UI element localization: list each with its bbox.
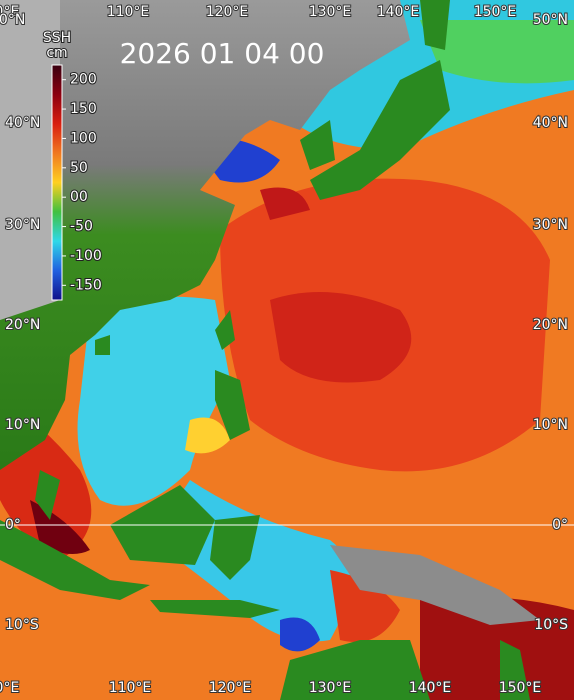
latitude-label: 30°N xyxy=(5,217,40,233)
latitude-label: 40°N xyxy=(533,115,568,131)
colorbar-tick-label: 100 xyxy=(70,130,97,146)
map-title: 2026 01 04 00 xyxy=(120,37,325,70)
colorbar-unit: cm xyxy=(46,45,67,61)
colorbar: 200 150 100 50 00 -50 -100 -150 xyxy=(51,64,103,301)
latitude-label: 0° xyxy=(552,517,568,533)
latitude-label: 20°N xyxy=(533,317,568,333)
latitude-label: 10°N xyxy=(5,417,40,433)
latitude-label: 10°N xyxy=(533,417,568,433)
longitude-label: 130°E xyxy=(309,680,352,696)
colorbar-tick-label: 150 xyxy=(70,101,97,117)
latitude-label: 30°N xyxy=(533,217,568,233)
latitude-label: 50°N xyxy=(533,12,568,28)
colorbar-label: SSH xyxy=(43,30,71,46)
colorbar-tick-label: -100 xyxy=(70,248,102,264)
longitude-label: 150°E xyxy=(474,4,517,20)
colorbar-tick-label: 50 xyxy=(70,160,88,176)
latitude-label: 10°S xyxy=(5,617,39,633)
colorbar-tick-label: 00 xyxy=(70,189,88,205)
longitude-label: 110°E xyxy=(109,680,152,696)
graticule-labels: 100°E 110°E 120°E 130°E 140°E 150°E 100°E 110°E… xyxy=(0,3,569,697)
longitude-label: 100°E xyxy=(0,680,19,696)
latitude-label: 50°N xyxy=(0,12,25,28)
colorbar-tick-label: 200 xyxy=(70,72,97,88)
latitude-label: 0° xyxy=(5,517,21,533)
latitude-label: 20°N xyxy=(5,317,40,333)
latitude-label: 40°N xyxy=(5,115,40,131)
longitude-label: 140°E xyxy=(377,4,420,20)
longitude-label: 130°E xyxy=(309,4,352,20)
longitude-label: 140°E xyxy=(409,680,452,696)
longitude-label: 120°E xyxy=(206,4,249,20)
colorbar-tick-label: -150 xyxy=(70,277,102,293)
colorbar-tick-label: -50 xyxy=(70,219,93,235)
longitude-label: 120°E xyxy=(209,680,252,696)
latitude-label: 10°S xyxy=(534,617,568,633)
longitude-label: 110°E xyxy=(107,4,150,20)
longitude-label: 100°E xyxy=(0,4,19,20)
longitude-label: 150°E xyxy=(499,680,542,696)
land xyxy=(0,0,540,700)
colorbar-bar xyxy=(51,64,63,301)
